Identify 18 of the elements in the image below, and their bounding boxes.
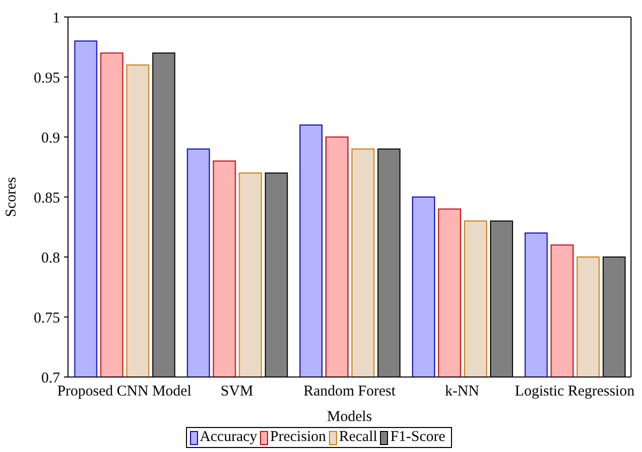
y-axis-title: Scores <box>3 176 20 217</box>
legend-label: F1-Score <box>389 429 446 446</box>
x-tick-label: SVM <box>220 384 254 400</box>
x-tick-label: Proposed CNN Model <box>57 384 192 400</box>
y-tick-label: 0.9 <box>41 130 60 146</box>
y-tick-label: 1 <box>52 10 60 26</box>
x-tick-label: Random Forest <box>303 384 396 400</box>
y-tick-label: 0.95 <box>34 70 60 86</box>
x-tick-label: k-NN <box>445 384 480 400</box>
y-tick-label: 0.85 <box>34 190 60 206</box>
legend-label: Accuracy <box>198 429 258 446</box>
y-tick-label: 0.75 <box>34 310 60 326</box>
x-tick-label: Logistic Regression <box>514 384 635 400</box>
y-tick-label: 0.7 <box>41 370 60 386</box>
legend-label: Recall <box>338 429 378 446</box>
legend-label: Precision <box>269 429 326 446</box>
x-axis-title: Models <box>327 409 372 425</box>
y-tick-label: 0.8 <box>41 250 60 266</box>
